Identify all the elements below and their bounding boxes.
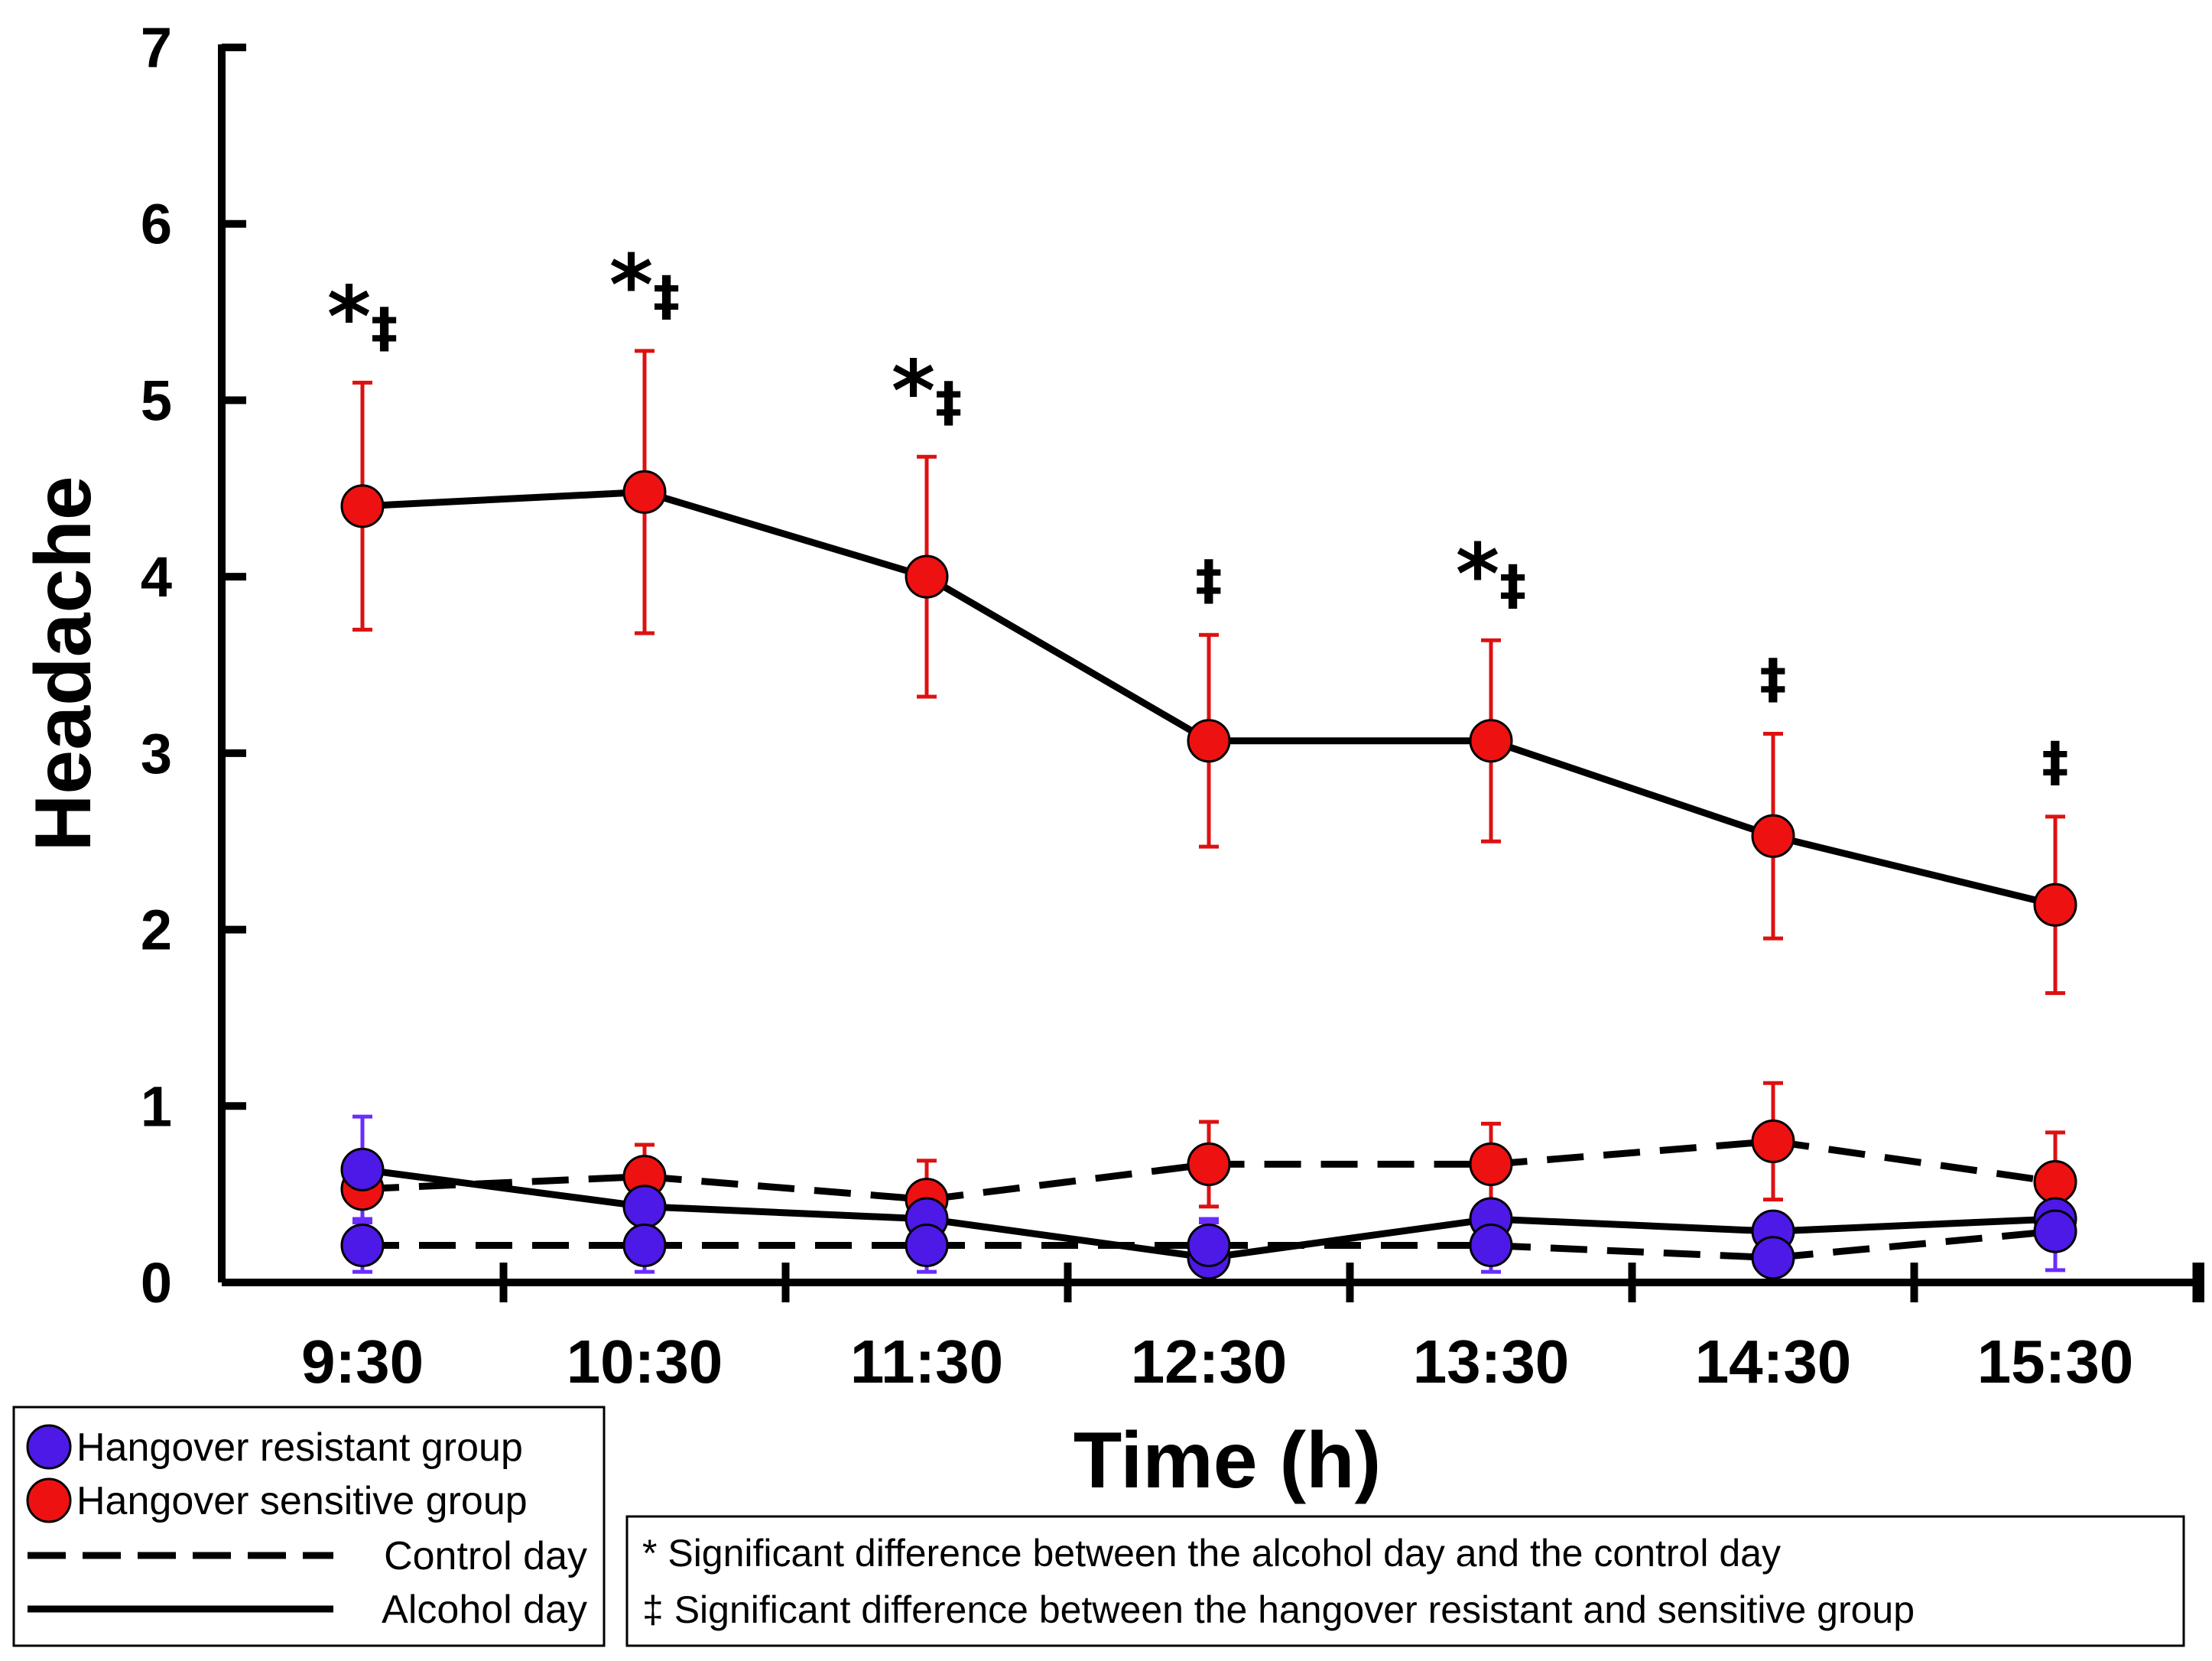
legend-resistant-label: Hangover resistant group bbox=[76, 1425, 523, 1470]
y-axis-title: Headache bbox=[19, 476, 108, 851]
x-tick-label: 12:30 bbox=[1131, 1328, 1288, 1396]
data-point-sensitive-alcohol bbox=[905, 554, 949, 599]
x-tick-label: 9:30 bbox=[301, 1328, 424, 1396]
y-tick-label: 0 bbox=[141, 1251, 172, 1315]
data-point-resistant-control bbox=[1469, 1224, 1513, 1268]
x-tick-label: 14:30 bbox=[1695, 1328, 1852, 1396]
x-tick-label: 13:30 bbox=[1413, 1328, 1570, 1396]
x-tick-label: 10:30 bbox=[567, 1328, 723, 1396]
data-point-sensitive-control bbox=[1469, 1142, 1513, 1186]
y-tick-label: 1 bbox=[141, 1074, 172, 1138]
significance-mark: *‡ bbox=[609, 236, 680, 334]
data-point-resistant-control bbox=[340, 1224, 385, 1268]
y-tick-label: 7 bbox=[141, 16, 172, 80]
data-point-sensitive-control bbox=[1751, 1119, 1795, 1163]
data-point-sensitive-alcohol bbox=[622, 470, 667, 514]
tick-labels: 0 1 2 3 4 5 6 7 9:30 10:30 11:30 12:30 13:30 14:30 15:… bbox=[141, 16, 2133, 1396]
note-double-dagger: ‡ Significant difference between the han… bbox=[642, 1588, 1915, 1631]
data-point-sensitive-alcohol bbox=[1187, 719, 1231, 763]
legend-sensitive-marker bbox=[26, 1477, 72, 1523]
data-point-sensitive-control bbox=[1187, 1142, 1231, 1186]
data-markers bbox=[340, 470, 2077, 1280]
data-point-sensitive-alcohol bbox=[1751, 814, 1795, 858]
significance-notes: * Significant difference between the alc… bbox=[625, 1515, 2185, 1647]
significance-mark: *‡ bbox=[892, 342, 963, 440]
data-point-resistant-alcohol bbox=[340, 1147, 385, 1191]
y-tick-label: 3 bbox=[141, 722, 172, 785]
y-tick-label: 5 bbox=[141, 369, 172, 432]
significance-mark: ‡ bbox=[1760, 647, 1787, 710]
data-point-sensitive-alcohol bbox=[2033, 883, 2077, 927]
data-point-sensitive-alcohol bbox=[1469, 719, 1513, 763]
data-point-resistant-control bbox=[1751, 1236, 1795, 1280]
legend-alcohol-label: Alcohol day bbox=[382, 1588, 587, 1632]
plot-area bbox=[340, 349, 2077, 1285]
legend-resistant-marker bbox=[26, 1424, 72, 1470]
y-tick-label: 2 bbox=[141, 899, 172, 962]
legend-sensitive-label: Hangover sensitive group bbox=[76, 1479, 528, 1523]
data-point-sensitive-alcohol bbox=[340, 484, 385, 528]
data-point-resistant-alcohol bbox=[622, 1185, 667, 1229]
data-point-resistant-control bbox=[622, 1224, 667, 1268]
data-point-resistant-control bbox=[1187, 1224, 1231, 1268]
x-tick-label: 15:30 bbox=[1977, 1328, 2134, 1396]
legend: Hangover resistant group Hangover sensit… bbox=[12, 1406, 606, 1647]
note-asterisk: * Significant difference between the alc… bbox=[642, 1532, 1781, 1575]
data-point-sensitive-control bbox=[2033, 1159, 2077, 1204]
significance-mark: *‡ bbox=[327, 268, 398, 366]
legend-control-label: Control day bbox=[384, 1534, 587, 1578]
significance-mark: *‡ bbox=[1456, 525, 1527, 623]
x-tick-label: 11:30 bbox=[850, 1328, 1003, 1396]
significance-mark: ‡ bbox=[1196, 548, 1223, 611]
data-point-resistant-control bbox=[905, 1224, 949, 1268]
significance-marks: *‡ *‡ *‡ ‡ *‡ ‡ ‡ bbox=[327, 236, 2069, 793]
data-point-resistant-control bbox=[2033, 1209, 2077, 1253]
x-axis-title: Time (h) bbox=[1074, 1416, 1382, 1505]
y-tick-label: 4 bbox=[141, 545, 172, 609]
notes-box bbox=[625, 1515, 2185, 1647]
y-tick-label: 6 bbox=[141, 193, 172, 256]
significance-mark: ‡ bbox=[2042, 730, 2069, 793]
axes bbox=[218, 44, 2204, 1302]
